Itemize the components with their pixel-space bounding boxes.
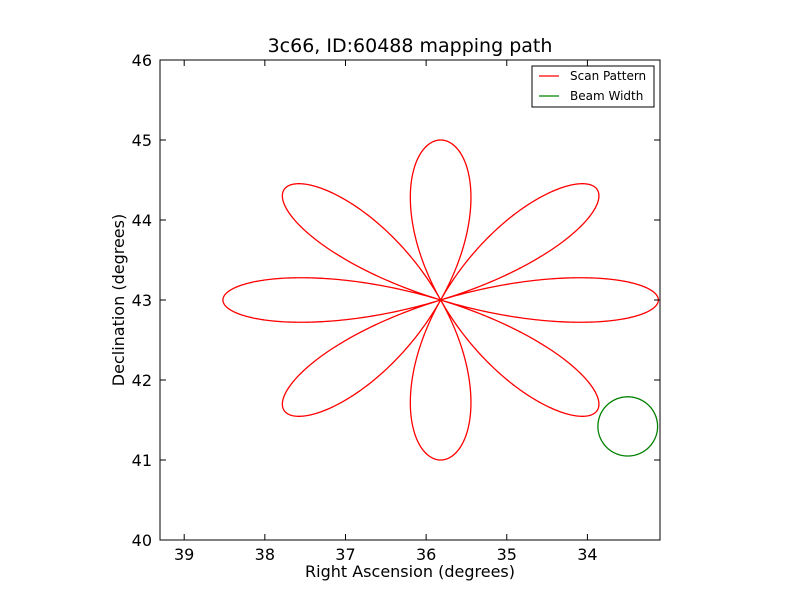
scan-pattern-line bbox=[222, 139, 660, 461]
y-tick-label: 43 bbox=[132, 291, 152, 310]
legend: Scan Pattern Beam Width bbox=[531, 65, 655, 108]
y-axis-label: Declination (degrees) bbox=[109, 214, 128, 386]
y-tick-label: 45 bbox=[132, 131, 152, 150]
y-tick-label: 46 bbox=[132, 51, 152, 70]
x-axis-label: Right Ascension (degrees) bbox=[305, 562, 515, 581]
x-axis: 39 38 37 36 35 34 bbox=[174, 60, 598, 564]
x-tick-label: 35 bbox=[497, 545, 517, 564]
x-tick-label: 39 bbox=[174, 545, 194, 564]
chart-title: 3c66, ID:60488 mapping path bbox=[268, 35, 553, 57]
y-tick-label: 41 bbox=[132, 451, 152, 470]
plot-area-frame bbox=[159, 59, 661, 541]
y-tick-label: 42 bbox=[132, 371, 152, 390]
y-tick-label: 44 bbox=[132, 211, 152, 230]
y-tick-label: 40 bbox=[132, 531, 152, 550]
legend-box bbox=[531, 65, 655, 108]
legend-label-scan-pattern: Scan Pattern bbox=[570, 69, 646, 83]
series-layer bbox=[222, 139, 660, 461]
x-tick-label: 38 bbox=[255, 545, 275, 564]
x-tick-label: 37 bbox=[335, 545, 355, 564]
x-tick-label: 34 bbox=[577, 545, 597, 564]
y-axis: 40 41 42 43 44 45 46 bbox=[132, 51, 660, 550]
beam-width-circle bbox=[597, 396, 659, 457]
x-tick-label: 36 bbox=[416, 545, 436, 564]
legend-label-beam-width: Beam Width bbox=[570, 89, 643, 103]
